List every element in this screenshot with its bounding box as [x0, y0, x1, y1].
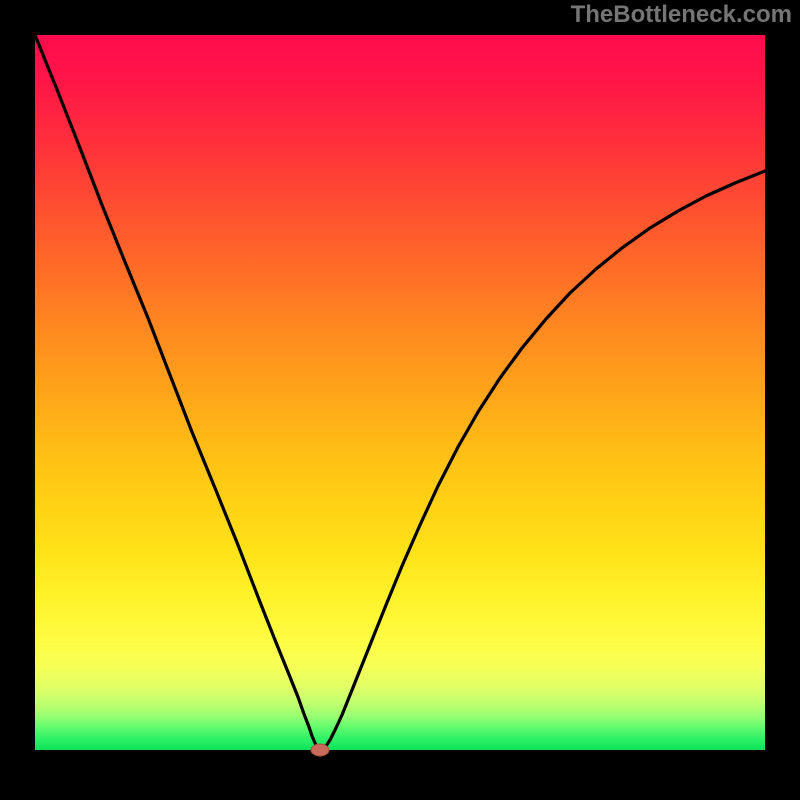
bottleneck-chart: TheBottleneck.com — [0, 0, 800, 800]
watermark: TheBottleneck.com — [571, 1, 792, 28]
plot-area-gradient — [35, 35, 765, 750]
chart-container: TheBottleneck.com — [0, 0, 800, 800]
optimal-point-marker — [311, 744, 329, 756]
